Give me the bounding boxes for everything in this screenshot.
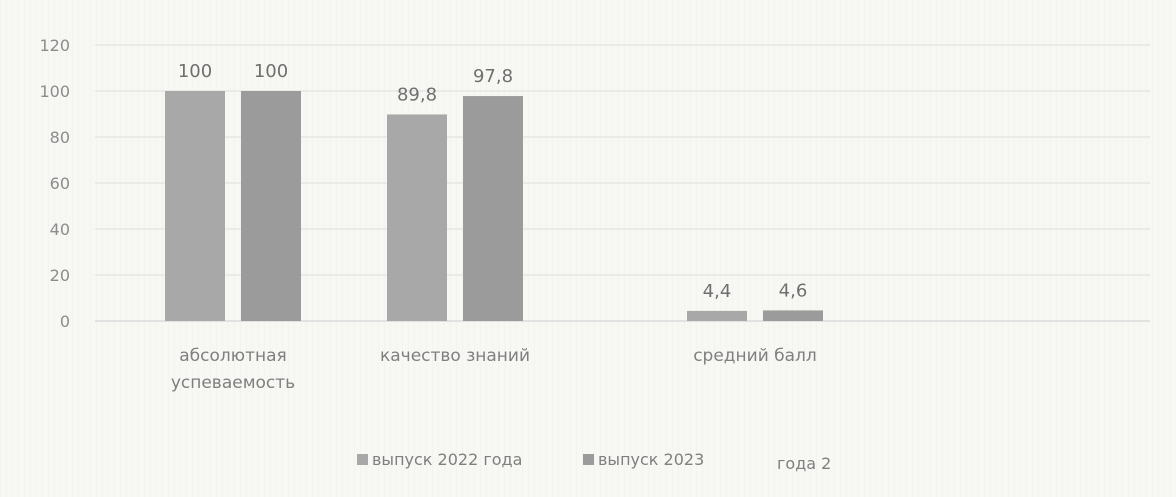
y-tick-label: 100 xyxy=(39,82,70,101)
data-label: 89,8 xyxy=(397,84,437,105)
y-tick-label: 0 xyxy=(60,312,70,331)
data-label: 4,6 xyxy=(779,280,808,301)
bar xyxy=(763,310,823,321)
legend-extra-label: года 2 xyxy=(777,454,831,473)
y-tick-label: 60 xyxy=(50,174,70,193)
data-label: 97,8 xyxy=(473,66,513,87)
bar xyxy=(463,96,523,321)
data-label: 100 xyxy=(178,61,212,82)
legend-swatch xyxy=(583,454,594,465)
data-label: 100 xyxy=(254,61,288,82)
bar xyxy=(241,91,301,321)
legend-label: выпуск 2023 xyxy=(598,450,704,469)
bar xyxy=(687,310,747,321)
data-label: 4,4 xyxy=(703,281,732,302)
y-tick-label: 120 xyxy=(39,36,70,55)
y-tick-label: 20 xyxy=(50,266,70,285)
x-tick-label: успеваемость xyxy=(171,373,295,393)
legend-label: выпуск 2022 года xyxy=(372,450,522,469)
y-tick-label: 80 xyxy=(50,128,70,147)
x-tick-label: средний балл xyxy=(693,346,817,366)
y-tick-label: 40 xyxy=(50,220,70,239)
legend-swatch xyxy=(357,454,368,465)
x-tick-label: абсолютная xyxy=(179,346,287,366)
x-tick-label: качество знаний xyxy=(380,346,530,366)
bar xyxy=(387,114,447,322)
bar xyxy=(165,91,225,321)
